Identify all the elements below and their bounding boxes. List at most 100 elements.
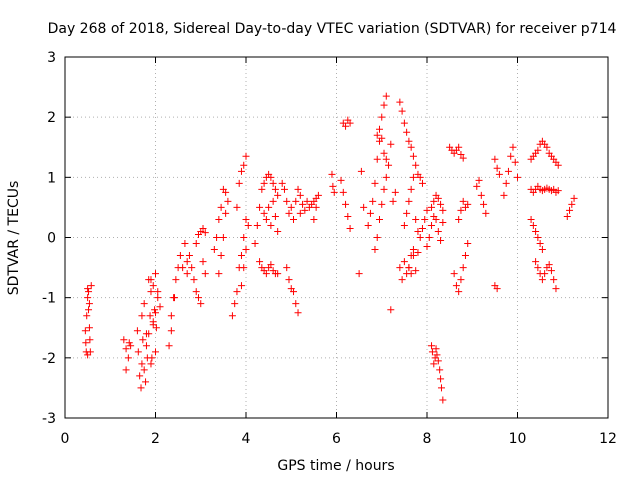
data-point	[240, 264, 248, 272]
data-point	[457, 206, 465, 214]
data-point	[439, 206, 447, 214]
data-point	[405, 264, 413, 272]
data-point	[493, 285, 501, 293]
data-point	[459, 154, 467, 162]
data-point	[425, 234, 433, 241]
data-point	[86, 336, 94, 344]
x-tick-label: 12	[599, 431, 617, 447]
data-point	[491, 155, 499, 163]
data-point	[475, 176, 483, 184]
x-tick-label: 6	[332, 431, 341, 447]
data-point	[82, 339, 90, 347]
data-point	[412, 161, 420, 169]
data-point	[500, 191, 508, 199]
data-point	[437, 375, 445, 383]
data-point	[509, 143, 517, 151]
data-point	[380, 185, 388, 193]
data-point	[140, 300, 148, 308]
data-point	[554, 161, 562, 169]
data-point	[179, 264, 187, 272]
data-point	[382, 155, 390, 163]
data-point	[527, 215, 535, 223]
data-point	[330, 188, 338, 196]
data-point	[432, 345, 440, 353]
y-tick-label: 2	[47, 110, 56, 126]
data-point	[81, 327, 89, 335]
data-point	[190, 276, 198, 284]
data-point	[240, 161, 248, 169]
data-point	[329, 182, 337, 190]
data-point	[534, 264, 542, 272]
data-point	[251, 240, 259, 248]
data-point	[360, 203, 368, 211]
x-tick-label: 4	[242, 431, 251, 447]
data-point	[418, 224, 426, 232]
data-point	[434, 227, 442, 235]
data-point	[482, 209, 490, 217]
data-point	[346, 119, 354, 127]
data-point	[464, 240, 472, 248]
data-point	[292, 197, 300, 205]
data-point	[434, 357, 442, 365]
data-point	[407, 270, 415, 278]
data-point	[536, 240, 544, 248]
data-point	[181, 240, 189, 248]
data-point	[371, 179, 379, 187]
data-point	[283, 197, 291, 205]
data-point	[371, 246, 379, 254]
data-point	[149, 321, 157, 329]
data-point	[242, 246, 250, 254]
data-point	[192, 288, 200, 296]
data-point	[151, 306, 159, 314]
data-point	[183, 270, 191, 278]
data-point	[260, 209, 268, 217]
data-point	[85, 324, 93, 332]
data-point	[314, 191, 322, 199]
data-point	[85, 306, 93, 314]
data-point	[188, 264, 196, 272]
data-point	[387, 140, 395, 148]
data-point	[260, 179, 268, 187]
data-point	[414, 249, 422, 257]
data-point	[541, 270, 549, 278]
data-point	[545, 261, 553, 269]
data-point	[396, 264, 404, 272]
data-point	[375, 125, 383, 133]
data-point	[428, 342, 436, 350]
data-point	[398, 107, 406, 115]
chart-title: Day 268 of 2018, Sidereal Day-to-day VTE…	[48, 21, 617, 37]
data-point	[85, 288, 93, 296]
data-point	[290, 215, 298, 223]
data-point	[138, 312, 146, 320]
data-point	[301, 206, 309, 214]
data-point	[267, 261, 275, 269]
data-point	[228, 312, 236, 320]
data-point	[156, 303, 164, 311]
data-point	[253, 221, 261, 229]
data-point	[428, 221, 436, 229]
data-point	[511, 158, 519, 166]
data-point	[124, 354, 132, 362]
data-point	[543, 143, 551, 151]
data-point	[133, 327, 141, 335]
x-tick-label: 0	[61, 431, 70, 447]
data-point	[83, 312, 91, 320]
data-point	[416, 173, 424, 181]
data-point	[299, 200, 307, 208]
data-point	[502, 179, 510, 187]
data-point	[344, 212, 352, 220]
data-point	[532, 258, 540, 266]
data-point	[414, 227, 422, 235]
data-point	[154, 294, 162, 302]
data-point	[149, 282, 157, 290]
data-point	[337, 176, 345, 184]
data-point	[233, 203, 241, 211]
data-point	[407, 143, 415, 151]
data-point	[407, 185, 415, 193]
data-point	[237, 167, 245, 175]
data-point	[364, 221, 372, 229]
data-point	[461, 252, 469, 260]
data-point	[269, 197, 277, 205]
data-point	[563, 212, 571, 220]
data-point	[165, 342, 173, 350]
